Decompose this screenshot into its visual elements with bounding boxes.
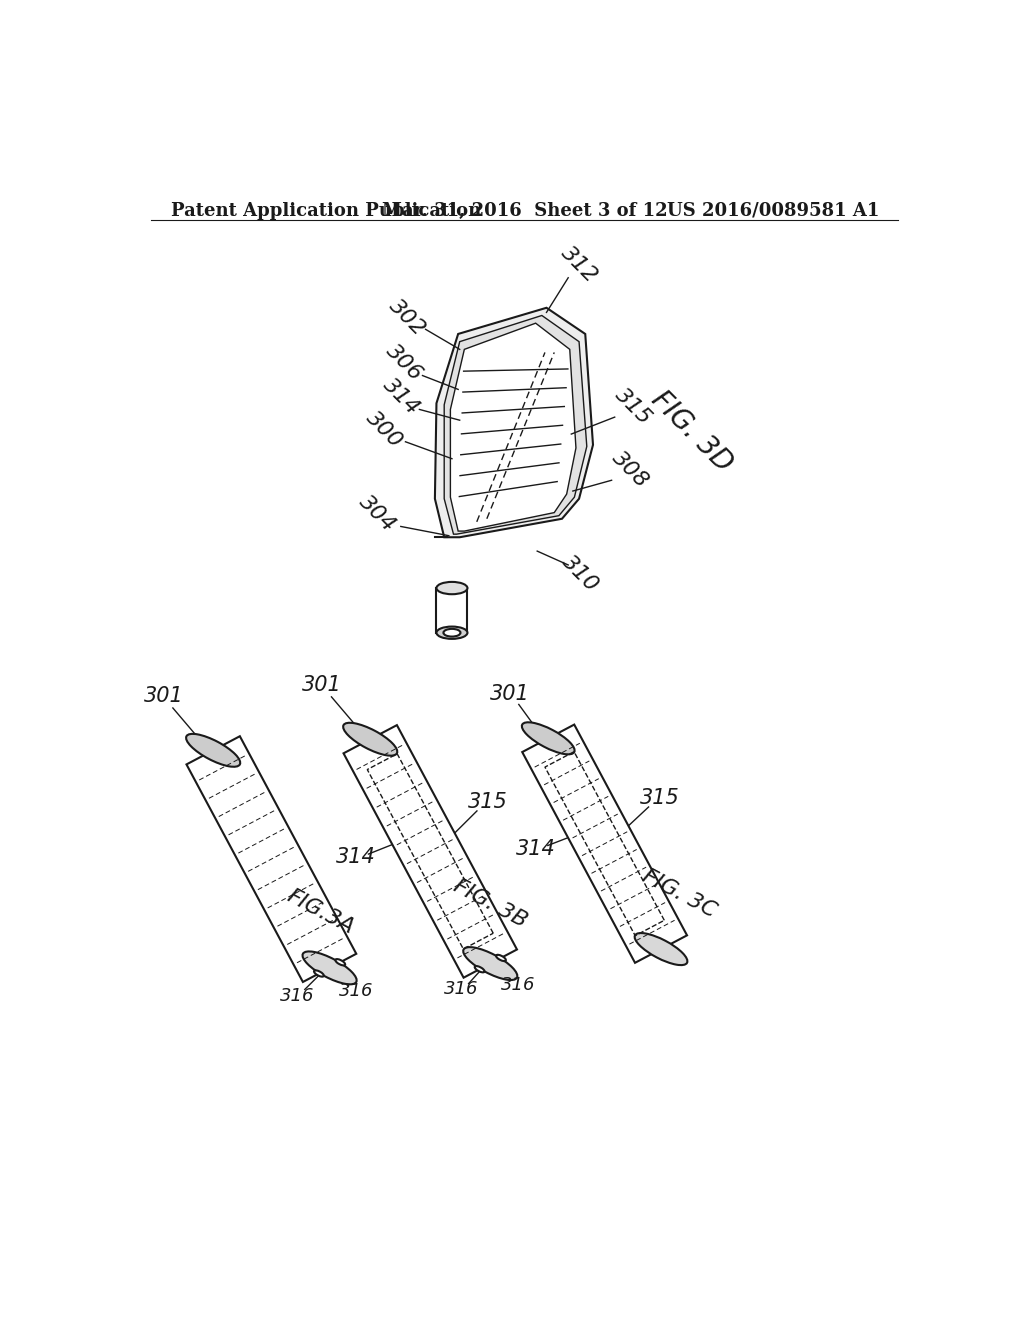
- Text: 302: 302: [385, 296, 429, 339]
- Text: Mar. 31, 2016  Sheet 3 of 12: Mar. 31, 2016 Sheet 3 of 12: [382, 202, 668, 219]
- Text: 316: 316: [280, 986, 314, 1005]
- Text: 315: 315: [468, 792, 508, 812]
- Text: 312: 312: [557, 243, 601, 286]
- Text: 315: 315: [640, 788, 679, 808]
- Ellipse shape: [436, 582, 467, 594]
- Text: US 2016/0089581 A1: US 2016/0089581 A1: [668, 202, 880, 219]
- Ellipse shape: [635, 933, 687, 965]
- Text: 310: 310: [558, 552, 603, 597]
- Text: 301: 301: [302, 676, 342, 696]
- Text: 315: 315: [611, 384, 655, 429]
- Text: 301: 301: [143, 686, 183, 706]
- Text: 304: 304: [355, 492, 399, 536]
- Ellipse shape: [443, 628, 461, 636]
- Polygon shape: [343, 725, 517, 978]
- Polygon shape: [451, 323, 575, 531]
- Ellipse shape: [475, 966, 484, 973]
- Ellipse shape: [436, 627, 467, 639]
- Text: 316: 316: [501, 975, 536, 994]
- Text: FIG. 3D: FIG. 3D: [646, 385, 738, 478]
- Ellipse shape: [343, 723, 397, 755]
- Text: FIG.3A: FIG.3A: [284, 886, 357, 937]
- Text: 316: 316: [339, 982, 373, 1001]
- Polygon shape: [435, 308, 593, 537]
- Text: 314: 314: [515, 838, 555, 858]
- Text: 314: 314: [379, 375, 423, 420]
- Text: 316: 316: [443, 979, 478, 998]
- Text: 314: 314: [336, 847, 376, 867]
- Polygon shape: [186, 737, 356, 982]
- Text: 306: 306: [382, 341, 426, 385]
- Text: 301: 301: [489, 684, 529, 704]
- Ellipse shape: [496, 954, 506, 961]
- Ellipse shape: [463, 948, 517, 979]
- Ellipse shape: [314, 970, 324, 977]
- Text: FIG. 3B: FIG. 3B: [451, 876, 530, 932]
- Text: 300: 300: [361, 408, 406, 451]
- Ellipse shape: [302, 952, 356, 985]
- Text: 308: 308: [608, 447, 652, 491]
- Ellipse shape: [186, 734, 241, 767]
- Ellipse shape: [522, 722, 574, 754]
- Ellipse shape: [335, 960, 345, 965]
- Text: Patent Application Publication: Patent Application Publication: [171, 202, 481, 219]
- Text: FIG. 3C: FIG. 3C: [640, 866, 720, 921]
- Polygon shape: [444, 315, 587, 535]
- Polygon shape: [522, 725, 687, 962]
